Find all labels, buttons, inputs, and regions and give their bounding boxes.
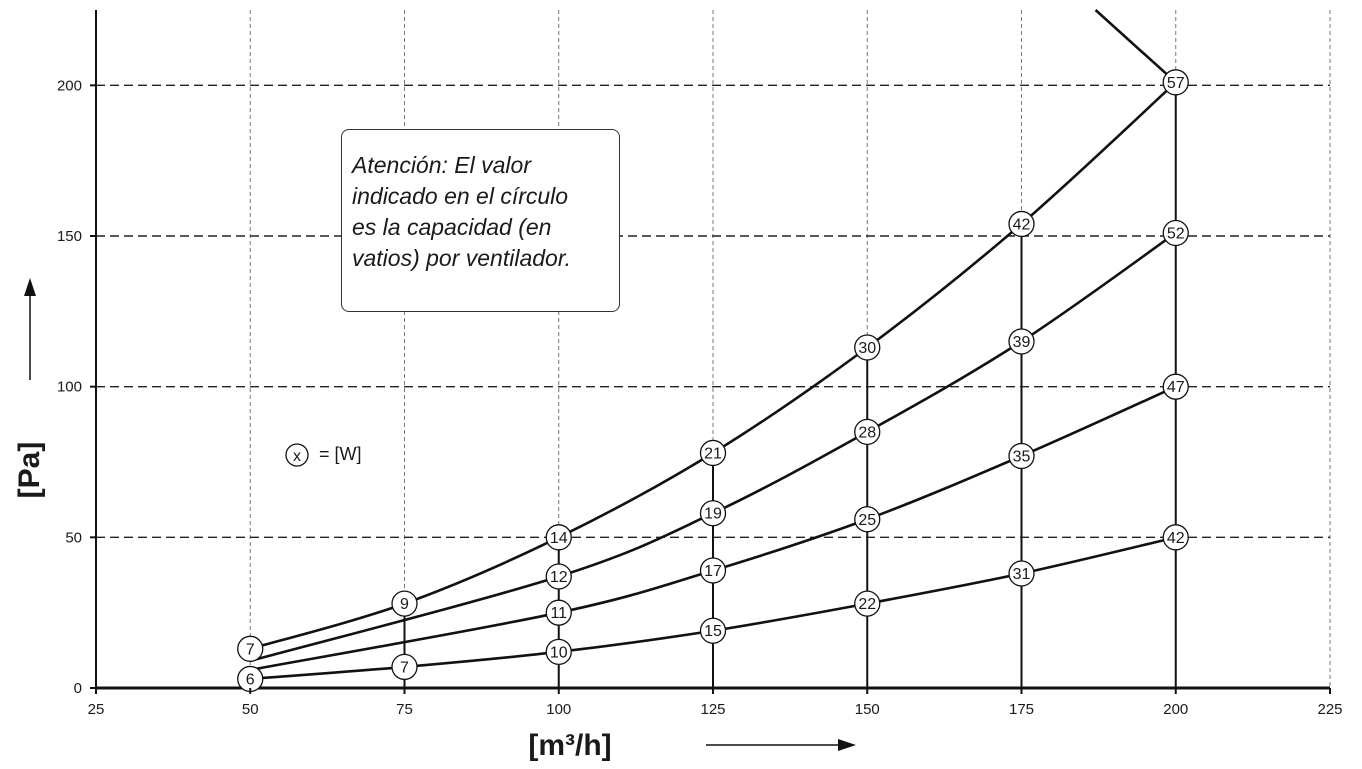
point-label: 52 <box>1167 225 1185 242</box>
point-circle <box>391 653 418 681</box>
point-label: 42 <box>1013 216 1031 233</box>
point-circle <box>699 617 727 644</box>
x-tick-label: 200 <box>1163 701 1188 718</box>
point-circle <box>854 334 881 361</box>
point-label: 47 <box>1167 379 1185 396</box>
y-arrow-head <box>24 278 36 296</box>
point-label: 12 <box>550 569 568 586</box>
legend-circle <box>285 443 309 467</box>
x-tick-label: 75 <box>396 701 413 718</box>
y-tick-label: 150 <box>57 228 82 245</box>
y-tick-label: 200 <box>57 77 82 94</box>
axis-arrows <box>24 278 856 751</box>
point-circle <box>854 506 881 533</box>
x-tick-label: 100 <box>546 701 571 718</box>
point-circle <box>545 563 572 590</box>
point-label: 9 <box>400 596 409 613</box>
point-label: 30 <box>858 340 876 357</box>
x-arrow-head <box>838 739 856 751</box>
point-label: 7 <box>400 659 409 676</box>
point-label: 31 <box>1013 566 1031 583</box>
y-axis-title: [Pa] <box>13 442 46 499</box>
x-tick-label: 50 <box>242 701 259 718</box>
x-tick-label: 175 <box>1009 701 1034 718</box>
x-tick-label: 150 <box>855 701 880 718</box>
note-line-3: es la capacidad (en <box>352 214 552 240</box>
series-line-3 <box>250 385 1177 672</box>
legend-symbol-label: x <box>293 448 301 465</box>
note-line-4: vatios) por ventilador. <box>352 245 572 271</box>
point-label: 14 <box>550 530 568 547</box>
point-label: 21 <box>704 445 722 462</box>
point-circle <box>1008 442 1035 470</box>
extra-line <box>1094 9 1177 84</box>
point-label: 57 <box>1167 75 1185 92</box>
point-circle <box>854 590 881 617</box>
point-label: 28 <box>858 424 876 441</box>
point-label: 39 <box>1013 334 1031 351</box>
point-circle <box>1008 210 1035 238</box>
point-circle <box>237 635 264 662</box>
point-label: 15 <box>704 623 722 640</box>
point-circle <box>391 590 418 617</box>
point-circle <box>1008 560 1035 587</box>
point-circle <box>1162 373 1189 400</box>
point-label: 22 <box>858 596 876 613</box>
point-label: 17 <box>704 563 722 580</box>
point-markers: 7 9 14 21 30 42 57 12 19 28 39 52 11 17 25 35 47 6 7 10 15 22… <box>237 69 1189 693</box>
point-circle <box>1162 219 1189 247</box>
x-tick-label: 25 <box>88 701 105 718</box>
axis-titles: [m³/h] [Pa] <box>13 442 612 762</box>
tick-labels: 25 50 75 100 125 150 175 200 225 0 50 100 150 200 <box>57 77 1343 718</box>
point-label: 11 <box>550 605 567 622</box>
point-circle <box>545 524 572 551</box>
point-circle <box>699 439 727 467</box>
point-circle <box>545 638 572 665</box>
x-tick-label: 225 <box>1317 701 1342 718</box>
point-circle <box>1162 69 1189 96</box>
point-label: 10 <box>550 644 568 661</box>
note-line-2: indicado en el círculo <box>352 183 569 209</box>
point-circle <box>699 557 727 584</box>
point-label: 25 <box>858 512 876 529</box>
point-circle <box>545 599 572 626</box>
point-circle <box>1008 328 1035 355</box>
point-label: 35 <box>1013 448 1031 465</box>
y-tick-label: 0 <box>74 680 82 697</box>
legend-symbol: x <box>285 443 309 467</box>
y-tick-label: 100 <box>57 379 82 396</box>
point-label: 7 <box>246 641 255 658</box>
point-label: 19 <box>704 506 722 523</box>
series-line-2 <box>249 231 1177 663</box>
point-circle <box>854 418 881 446</box>
point-label: 6 <box>246 671 255 688</box>
x-axis-title: [m³/h] <box>528 729 611 762</box>
point-label: 42 <box>1167 530 1185 547</box>
point-circle <box>699 500 727 527</box>
note-box: Atención: El valor indicado en el círcul… <box>341 129 620 312</box>
y-tick-label: 50 <box>65 529 82 546</box>
x-tick-label: 125 <box>700 701 725 718</box>
note-line-1: Atención: El valor <box>352 152 531 178</box>
legend-text: = [W] <box>319 444 362 464</box>
point-circle <box>1162 524 1189 551</box>
